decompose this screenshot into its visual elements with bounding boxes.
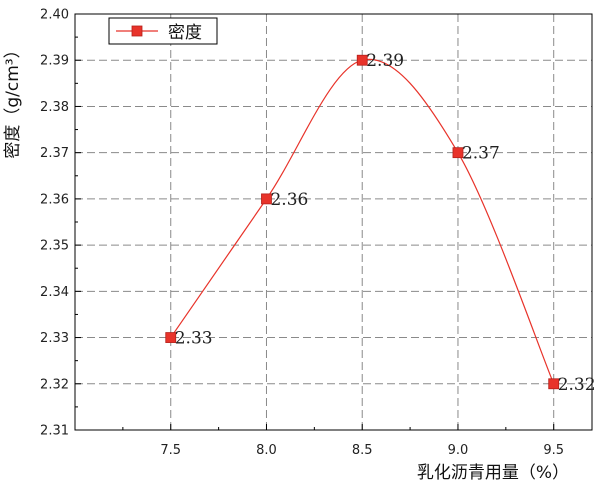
gridlines [75, 14, 592, 430]
y-tick-label: 2.31 [40, 424, 69, 439]
data-point-label: 2.33 [175, 329, 213, 349]
data-point-label: 2.37 [462, 144, 500, 164]
legend-marker-swatch [131, 25, 143, 37]
y-tick-label: 2.39 [40, 54, 69, 69]
legend: 密度 [108, 17, 218, 45]
data-point-label: 2.39 [366, 51, 404, 71]
y-tick-label: 2.38 [40, 100, 69, 115]
data-point-marker [452, 147, 464, 159]
y-axis-ticks: 2.31 2.32 2.33 2.34 2.35 2.36 2.37 2.38 2.39 2.40 [40, 8, 81, 439]
x-tick-label: 8.0 [256, 443, 277, 458]
y-tick-label: 2.40 [40, 8, 69, 23]
y-tick-label: 2.36 [40, 192, 69, 207]
x-tick-label: 7.5 [160, 443, 181, 458]
data-point-label: 2.32 [558, 375, 596, 395]
x-tick-label: 8.5 [352, 443, 373, 458]
data-point-marker [165, 332, 177, 343]
data-point-label: 2.36 [270, 190, 308, 210]
x-axis-title: 乳化沥青用量（%） [417, 463, 569, 483]
x-tick-label: 9.5 [543, 443, 564, 458]
data-labels: 2.33 2.36 2.39 2.37 2.32 [175, 51, 596, 395]
x-axis-ticks: 7.5 8.0 8.5 9.0 9.5 [122, 424, 564, 458]
y-tick-label: 2.37 [40, 146, 69, 161]
data-point-marker [548, 378, 560, 390]
legend-label: 密度 [168, 23, 202, 43]
y-tick-label: 2.33 [40, 331, 69, 346]
plot-frame [74, 13, 593, 431]
series-markers [165, 54, 560, 390]
data-point-marker [356, 54, 368, 66]
y-tick-label: 2.32 [40, 377, 69, 392]
data-point-marker [261, 193, 272, 205]
y-tick-label: 2.34 [40, 285, 69, 300]
x-tick-label: 9.0 [448, 443, 469, 458]
y-tick-label: 2.35 [40, 239, 69, 254]
y-axis-title: 密度（g/cm³） [3, 41, 23, 158]
